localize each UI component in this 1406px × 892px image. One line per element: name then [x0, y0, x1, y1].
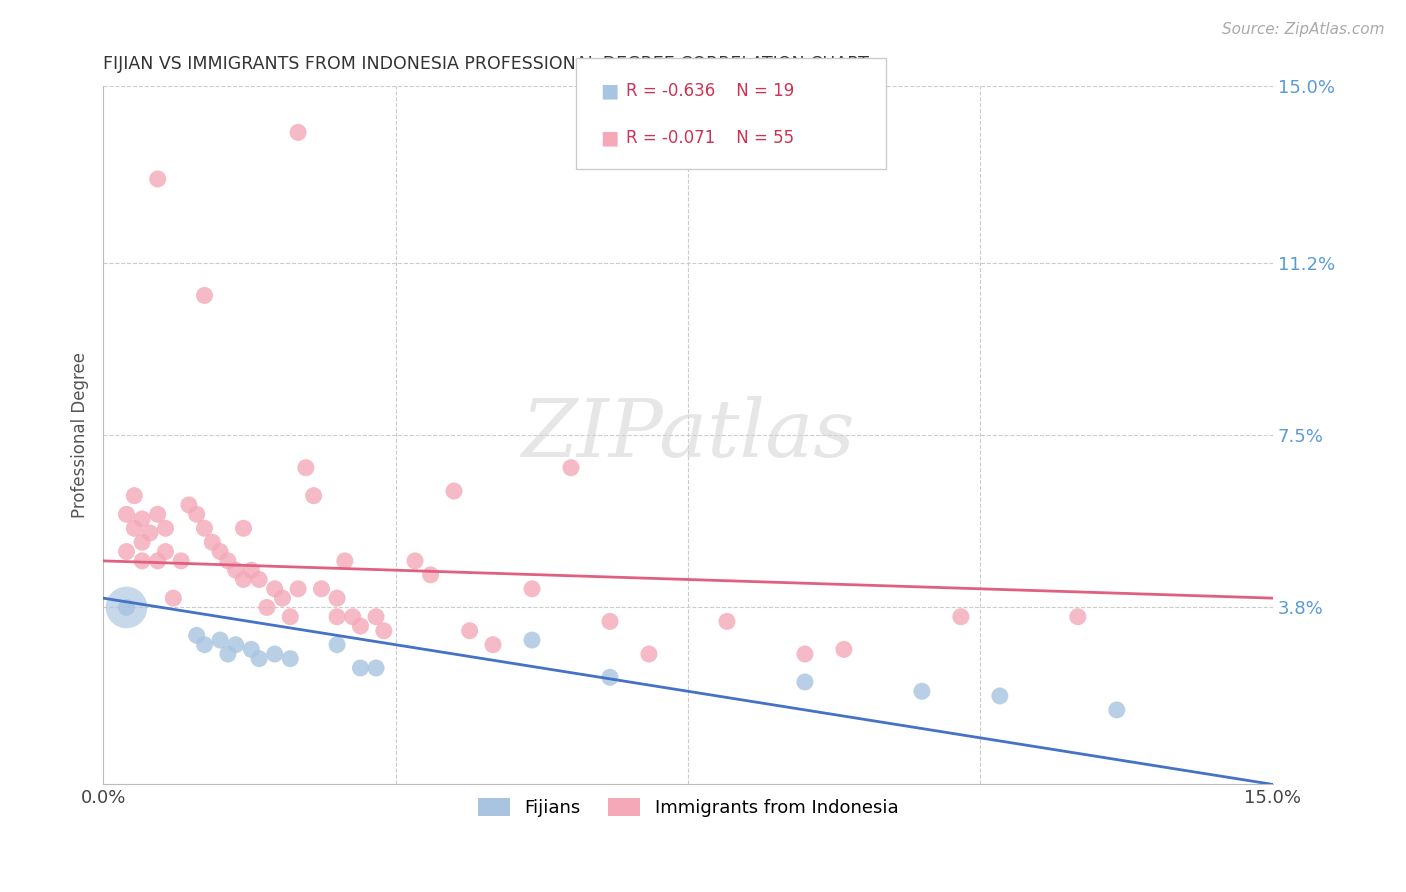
- Point: [349, 661, 371, 675]
- Point: [404, 554, 426, 568]
- Point: [186, 628, 208, 642]
- Point: [131, 554, 153, 568]
- Point: [716, 615, 738, 629]
- Point: [443, 483, 465, 498]
- Point: [209, 633, 232, 648]
- Point: [193, 521, 215, 535]
- Point: [349, 619, 371, 633]
- Point: [225, 563, 247, 577]
- Point: [949, 609, 972, 624]
- Point: [364, 609, 387, 624]
- Point: [278, 609, 301, 624]
- Point: [287, 125, 309, 139]
- Point: [115, 544, 138, 558]
- Point: [326, 591, 349, 606]
- Text: ■: ■: [600, 128, 619, 148]
- Point: [278, 651, 301, 665]
- Point: [146, 508, 169, 522]
- Point: [263, 647, 285, 661]
- Point: [364, 661, 387, 675]
- Point: [458, 624, 481, 638]
- Point: [115, 508, 138, 522]
- Point: [1105, 703, 1128, 717]
- Point: [333, 554, 356, 568]
- Point: [177, 498, 200, 512]
- Point: [1067, 609, 1090, 624]
- Text: ■: ■: [600, 81, 619, 101]
- Point: [186, 508, 208, 522]
- Point: [247, 651, 270, 665]
- Point: [155, 521, 177, 535]
- Point: [146, 554, 169, 568]
- Point: [240, 563, 263, 577]
- Point: [201, 535, 224, 549]
- Point: [155, 544, 177, 558]
- Text: FIJIAN VS IMMIGRANTS FROM INDONESIA PROFESSIONAL DEGREE CORRELATION CHART: FIJIAN VS IMMIGRANTS FROM INDONESIA PROF…: [103, 55, 869, 73]
- Point: [832, 642, 855, 657]
- Point: [326, 609, 349, 624]
- Legend: Fijians, Immigrants from Indonesia: Fijians, Immigrants from Indonesia: [470, 790, 905, 824]
- Text: R = -0.636    N = 19: R = -0.636 N = 19: [626, 82, 794, 100]
- Point: [115, 600, 138, 615]
- Point: [911, 684, 934, 698]
- Point: [139, 525, 162, 540]
- Point: [131, 535, 153, 549]
- Point: [271, 591, 294, 606]
- Point: [232, 573, 254, 587]
- Point: [482, 638, 505, 652]
- Point: [209, 544, 232, 558]
- Point: [287, 582, 309, 596]
- Point: [793, 675, 815, 690]
- Point: [520, 582, 543, 596]
- Point: [193, 288, 215, 302]
- Point: [193, 638, 215, 652]
- Point: [793, 647, 815, 661]
- Point: [170, 554, 193, 568]
- Point: [373, 624, 395, 638]
- Point: [419, 567, 441, 582]
- Point: [311, 582, 333, 596]
- Text: R = -0.071    N = 55: R = -0.071 N = 55: [626, 129, 794, 147]
- Point: [599, 670, 621, 684]
- Point: [217, 647, 239, 661]
- Point: [302, 489, 325, 503]
- Point: [225, 638, 247, 652]
- Point: [988, 689, 1011, 703]
- Point: [560, 460, 582, 475]
- Point: [146, 172, 169, 186]
- Point: [520, 633, 543, 648]
- Point: [295, 460, 318, 475]
- Text: Source: ZipAtlas.com: Source: ZipAtlas.com: [1222, 22, 1385, 37]
- Point: [638, 647, 661, 661]
- Point: [124, 521, 146, 535]
- Point: [247, 573, 270, 587]
- Point: [115, 600, 138, 615]
- Point: [162, 591, 184, 606]
- Point: [131, 512, 153, 526]
- Point: [256, 600, 278, 615]
- Y-axis label: Professional Degree: Professional Degree: [72, 352, 89, 518]
- Text: ZIPatlas: ZIPatlas: [522, 396, 855, 474]
- Point: [599, 615, 621, 629]
- Point: [217, 554, 239, 568]
- Point: [124, 489, 146, 503]
- Point: [240, 642, 263, 657]
- Point: [232, 521, 254, 535]
- Point: [342, 609, 364, 624]
- Point: [326, 638, 349, 652]
- Point: [263, 582, 285, 596]
